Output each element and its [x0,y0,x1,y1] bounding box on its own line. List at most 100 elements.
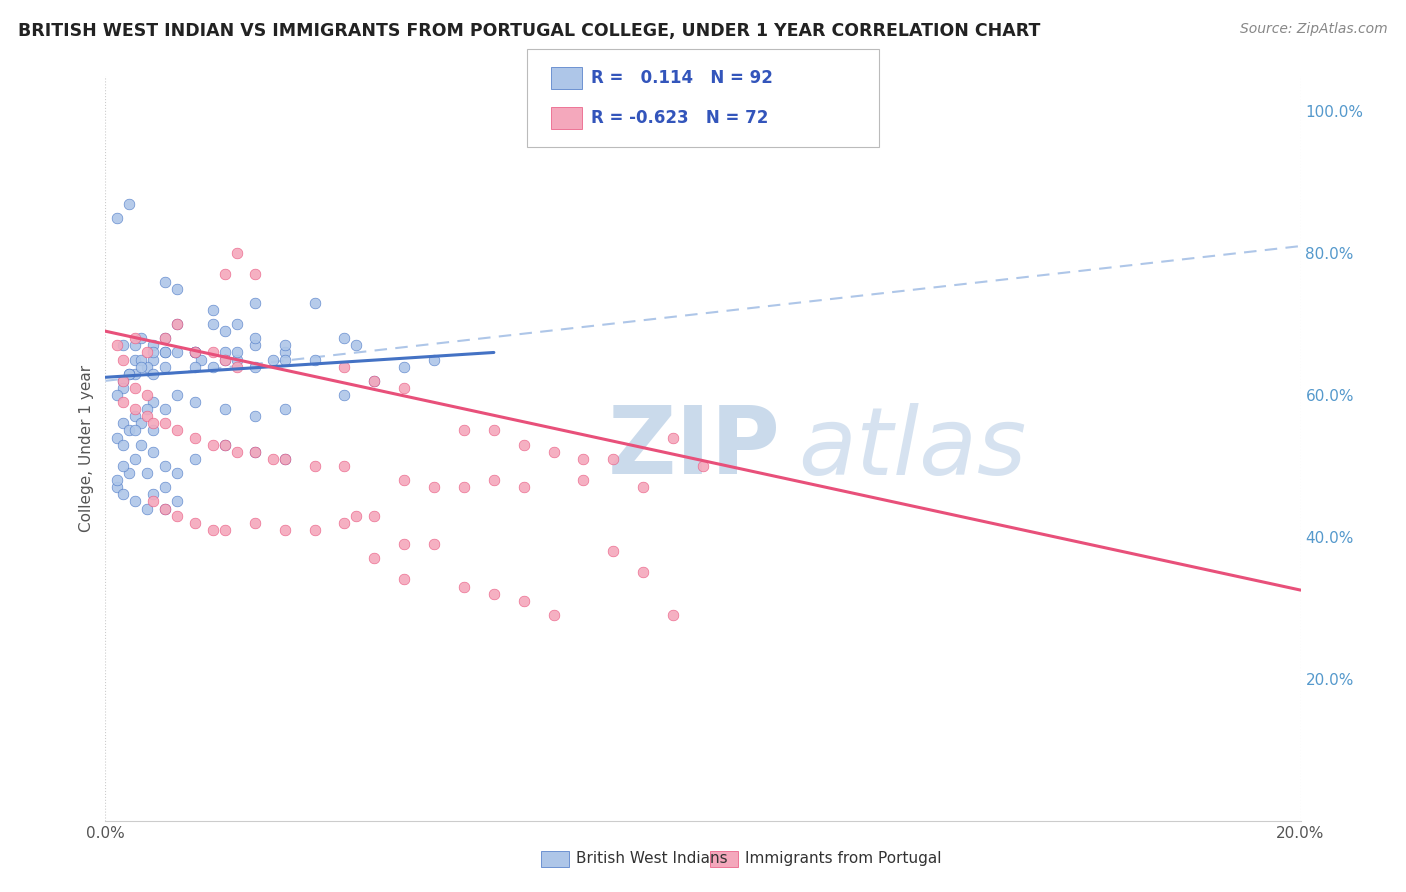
Point [129,359,153,374]
Point [142,424,165,438]
Point [184,345,207,359]
Point [129,417,153,431]
Point [142,345,165,359]
Point [214,438,236,452]
Point [394,359,416,374]
Point [155,417,177,431]
Point [243,331,266,345]
Point [166,317,188,331]
Point [142,487,165,501]
Point [423,352,446,367]
Point [118,466,141,480]
Point [333,458,356,473]
Point [118,367,141,381]
Point [333,388,356,402]
Point [166,508,188,523]
Point [142,395,165,409]
Point [107,473,129,487]
Point [155,501,177,516]
Point [363,374,385,388]
Point [112,438,135,452]
Point [166,345,188,359]
Point [346,508,368,523]
Point [333,359,356,374]
Point [572,473,595,487]
Point [166,424,188,438]
Point [136,409,159,424]
Point [129,352,153,367]
Point [124,352,146,367]
Point [124,451,146,466]
Point [107,431,129,445]
Point [214,268,236,282]
Point [273,345,295,359]
Point [225,317,249,331]
Point [304,523,326,537]
Point [142,338,165,352]
Point [225,444,249,458]
Text: R =   0.114   N = 92: R = 0.114 N = 92 [591,69,772,87]
Point [166,466,188,480]
Text: R = -0.623   N = 72: R = -0.623 N = 72 [591,109,768,127]
Point [273,338,295,352]
Text: ZIP: ZIP [607,402,780,494]
Point [602,451,624,466]
Point [482,424,505,438]
Point [363,551,385,566]
Point [155,458,177,473]
Point [136,501,159,516]
Point [214,352,236,367]
Point [155,359,177,374]
Point [155,501,177,516]
Point [155,331,177,345]
Point [107,480,129,494]
Point [513,593,536,607]
Point [136,359,159,374]
Point [692,458,714,473]
Point [202,317,225,331]
Point [214,324,236,338]
Point [155,345,177,359]
Point [202,438,225,452]
Point [423,480,446,494]
Point [112,338,135,352]
Point [453,580,475,594]
Point [124,494,146,508]
Point [142,444,165,458]
Point [304,352,326,367]
Point [363,374,385,388]
Point [262,352,284,367]
Point [543,607,565,622]
Point [225,345,249,359]
Point [118,196,141,211]
Point [243,268,266,282]
Point [243,338,266,352]
Point [124,338,146,352]
Point [124,424,146,438]
Point [118,367,141,381]
Point [214,345,236,359]
Point [394,573,416,587]
Point [166,282,188,296]
Point [142,367,165,381]
Point [184,516,207,530]
Point [136,466,159,480]
Point [112,374,135,388]
Point [333,331,356,345]
Text: BRITISH WEST INDIAN VS IMMIGRANTS FROM PORTUGAL COLLEGE, UNDER 1 YEAR CORRELATIO: BRITISH WEST INDIAN VS IMMIGRANTS FROM P… [18,22,1040,40]
Point [243,444,266,458]
Point [225,246,249,260]
Point [155,480,177,494]
Point [273,402,295,417]
Point [155,402,177,417]
Point [112,458,135,473]
Point [262,451,284,466]
Point [394,381,416,395]
Point [124,409,146,424]
Point [184,345,207,359]
Point [243,359,266,374]
Point [214,523,236,537]
Point [112,381,135,395]
Point [363,508,385,523]
Point [453,480,475,494]
